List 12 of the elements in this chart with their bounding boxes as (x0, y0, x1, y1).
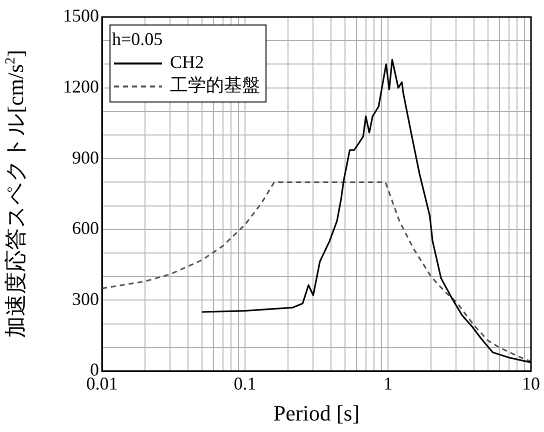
x-axis-title: Period [s] (273, 400, 360, 426)
x-tick-label: 10 (522, 374, 540, 394)
y-tick-label: 1200 (63, 76, 99, 97)
x-tick-label: 0.1 (234, 374, 256, 394)
legend-title: h=0.05 (112, 29, 163, 50)
y-tick-label: 900 (72, 147, 99, 168)
x-tick-label: 1 (384, 374, 392, 394)
y-tick-label: 600 (72, 218, 99, 238)
legend-label: 工学的基盤 (170, 75, 260, 96)
y-tick-label: 300 (72, 288, 99, 309)
y-tick-label: 1500 (63, 6, 99, 26)
legend-label: CH2 (170, 52, 204, 72)
